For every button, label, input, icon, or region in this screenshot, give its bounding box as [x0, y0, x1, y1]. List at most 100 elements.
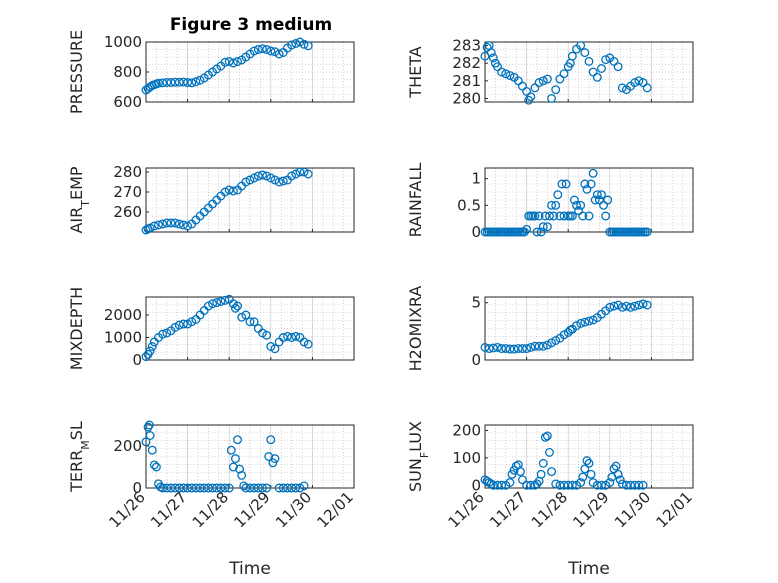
data-point	[151, 462, 161, 472]
data-point	[551, 85, 561, 95]
data-point	[534, 78, 544, 88]
data-point	[486, 479, 496, 489]
axes-box	[484, 424, 694, 489]
data-point	[597, 480, 606, 490]
x-tick-label: 11/29	[569, 488, 612, 531]
data-point	[638, 299, 648, 309]
data-point	[274, 49, 284, 59]
data-point	[282, 483, 292, 493]
data-point	[584, 458, 594, 468]
data-point	[216, 297, 226, 306]
data-point	[520, 227, 529, 237]
data-point	[258, 483, 267, 493]
data-point	[268, 458, 278, 468]
data-point	[235, 464, 245, 474]
y-axis-label: PRESSURE	[67, 30, 86, 114]
data-point	[166, 218, 176, 228]
axes-box	[145, 296, 355, 361]
data-point	[551, 479, 561, 489]
subplot-row2-right: 0 0.5 1 RAINFALL	[406, 163, 694, 241]
data-point	[542, 74, 552, 84]
axes-box	[484, 296, 694, 361]
data-point	[509, 465, 519, 475]
data-point	[536, 469, 546, 479]
data-point	[615, 475, 625, 485]
data-point	[170, 218, 180, 228]
data-point	[578, 211, 588, 221]
data-point	[486, 48, 496, 58]
data-point	[559, 211, 569, 221]
y-axis-label-subscript: M	[79, 440, 92, 450]
data-point	[208, 483, 218, 493]
data-point	[630, 480, 640, 490]
data-point	[497, 67, 507, 77]
data-point	[241, 310, 251, 320]
y-axis-label-part: LUX	[406, 421, 425, 452]
data-point	[264, 452, 274, 461]
data-point	[630, 301, 640, 311]
data-point	[634, 300, 644, 310]
data-point	[166, 78, 176, 87]
y-tick-label: 280	[113, 163, 142, 181]
data-point	[538, 222, 548, 232]
data-point	[522, 224, 532, 234]
data-point	[576, 478, 586, 487]
data-point	[559, 480, 569, 490]
data-point	[245, 175, 255, 185]
data-point	[497, 480, 507, 490]
data-point	[239, 481, 249, 491]
data-point	[233, 301, 242, 311]
axes-frame	[145, 424, 355, 489]
data-point	[545, 447, 554, 457]
data-point	[576, 318, 586, 328]
data-point	[522, 344, 532, 353]
y-tick-label: 0.5	[457, 196, 481, 214]
data-point	[590, 195, 600, 205]
data-point	[266, 435, 276, 445]
data-point	[162, 483, 172, 493]
data-point	[154, 220, 163, 230]
data-point	[567, 51, 577, 61]
data-point	[208, 299, 218, 309]
y-axis-label-part: H2OMIXRA	[406, 286, 425, 372]
data-point	[220, 295, 230, 305]
data-point	[220, 187, 230, 197]
data-point	[270, 454, 280, 464]
data-point	[170, 483, 180, 493]
data-point	[178, 77, 188, 87]
y-axis-label: MIXDEPTH	[67, 287, 86, 370]
data-point	[224, 483, 234, 493]
data-point	[230, 454, 240, 464]
data-point	[567, 480, 577, 490]
data-point	[597, 190, 606, 200]
data-point	[547, 467, 557, 477]
data-point	[613, 62, 623, 72]
data-point	[262, 330, 272, 340]
data-point	[572, 200, 581, 210]
data-point	[228, 462, 238, 472]
data-point	[515, 467, 525, 477]
data-point	[233, 435, 242, 445]
data-point	[517, 344, 527, 353]
data-point	[580, 317, 590, 327]
data-point	[567, 211, 577, 221]
y-tick-label: 283	[452, 37, 481, 55]
data-point	[295, 167, 305, 177]
data-point	[597, 64, 606, 73]
y-tick-label: 200	[452, 421, 481, 439]
data-point	[287, 40, 297, 50]
data-point	[642, 227, 652, 237]
y-axis-label: H2OMIXRA	[406, 286, 425, 372]
data-point	[530, 211, 540, 221]
data-point	[501, 69, 511, 79]
data-point	[542, 222, 552, 232]
data-point	[199, 483, 209, 493]
data-point	[212, 483, 222, 493]
data-point	[545, 211, 554, 221]
data-point	[617, 83, 627, 93]
data-point	[291, 331, 301, 341]
data-point	[592, 72, 602, 82]
